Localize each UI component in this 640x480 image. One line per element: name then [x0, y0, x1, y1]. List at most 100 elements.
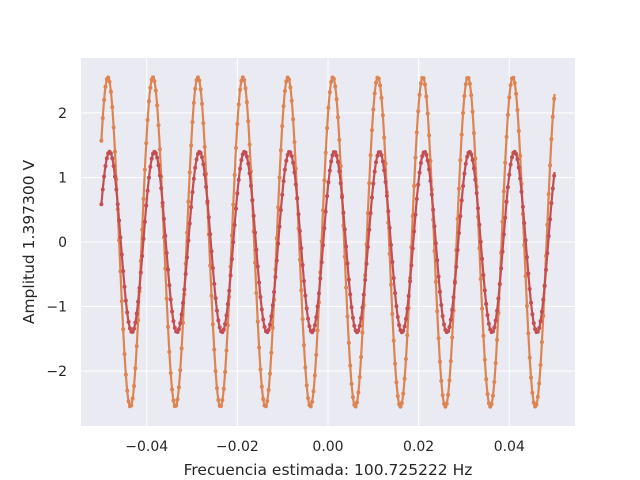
data-point	[399, 401, 404, 405]
data-point	[500, 249, 505, 254]
data-point	[429, 192, 434, 197]
data-point	[501, 232, 506, 237]
data-point	[210, 322, 215, 327]
data-point	[110, 156, 115, 161]
data-point	[337, 137, 342, 142]
data-point	[303, 293, 308, 298]
data-point	[515, 108, 520, 113]
data-point	[121, 327, 126, 332]
data-point	[492, 379, 497, 384]
data-point	[244, 154, 249, 159]
data-point	[201, 121, 206, 126]
data-point	[514, 91, 519, 96]
data-point	[190, 190, 195, 195]
data-point	[125, 310, 130, 315]
data-point	[403, 316, 408, 321]
data-point	[357, 323, 362, 328]
data-point	[495, 337, 500, 342]
data-point	[535, 329, 540, 334]
data-point	[329, 80, 334, 84]
data-point	[315, 304, 320, 309]
data-point	[512, 80, 517, 85]
data-point	[378, 83, 383, 88]
data-point	[258, 294, 263, 299]
data-point	[119, 252, 124, 257]
data-point	[395, 394, 400, 399]
data-point	[326, 105, 331, 110]
data-point	[239, 158, 244, 163]
data-point	[484, 377, 489, 382]
data-point	[383, 161, 388, 166]
data-point	[278, 148, 283, 153]
data-point	[454, 264, 459, 269]
data-point	[346, 277, 351, 282]
data-point	[490, 393, 495, 398]
data-point	[229, 257, 234, 262]
data-point	[267, 322, 272, 327]
data-point	[137, 285, 142, 290]
data-point	[526, 271, 531, 276]
data-point	[102, 174, 107, 179]
data-point	[204, 184, 209, 189]
data-point	[277, 175, 282, 180]
data-point	[420, 154, 425, 159]
y-tick-label: 1	[58, 170, 67, 186]
data-point	[104, 156, 109, 161]
data-point	[401, 328, 406, 333]
data-point	[331, 77, 336, 82]
data-point	[436, 274, 441, 279]
data-point	[183, 272, 188, 277]
data-point	[295, 196, 300, 201]
data-point	[247, 142, 252, 147]
data-point	[191, 176, 196, 181]
data-point	[546, 192, 551, 197]
data-point	[130, 329, 135, 334]
data-point	[193, 165, 198, 170]
data-point	[198, 87, 203, 92]
data-point	[134, 344, 139, 349]
data-point	[273, 274, 278, 279]
data-point	[223, 369, 228, 374]
data-point	[501, 189, 506, 194]
data-point	[311, 389, 316, 394]
data-point	[529, 375, 534, 380]
data-point	[382, 168, 387, 173]
data-point	[246, 119, 251, 124]
data-point	[418, 160, 423, 165]
data-point	[383, 180, 388, 185]
data-point	[325, 194, 330, 199]
data-point	[414, 196, 419, 201]
data-point	[537, 326, 542, 330]
data-point	[323, 209, 328, 214]
data-point	[356, 328, 361, 333]
data-point	[337, 169, 342, 174]
data-point	[507, 172, 512, 177]
data-point	[448, 317, 453, 322]
data-point	[208, 263, 213, 268]
data-point	[224, 313, 229, 318]
data-point	[508, 162, 513, 167]
data-point	[372, 91, 377, 96]
data-point	[197, 78, 202, 83]
data-point	[303, 365, 308, 370]
data-point	[140, 253, 145, 258]
data-point	[518, 176, 523, 181]
data-point	[364, 261, 369, 266]
data-point	[193, 86, 198, 91]
data-point	[418, 81, 423, 86]
data-point	[335, 115, 340, 120]
data-point	[326, 180, 331, 185]
data-point	[261, 396, 266, 401]
data-point	[478, 277, 483, 282]
data-point	[393, 361, 398, 366]
data-point	[350, 395, 355, 400]
data-point	[100, 116, 105, 121]
data-point	[413, 155, 418, 160]
data-point	[262, 324, 267, 329]
data-point	[321, 243, 326, 248]
data-point	[437, 289, 442, 294]
data-point	[496, 296, 501, 301]
data-point	[416, 109, 421, 114]
data-point	[462, 94, 467, 99]
data-point	[446, 392, 451, 397]
